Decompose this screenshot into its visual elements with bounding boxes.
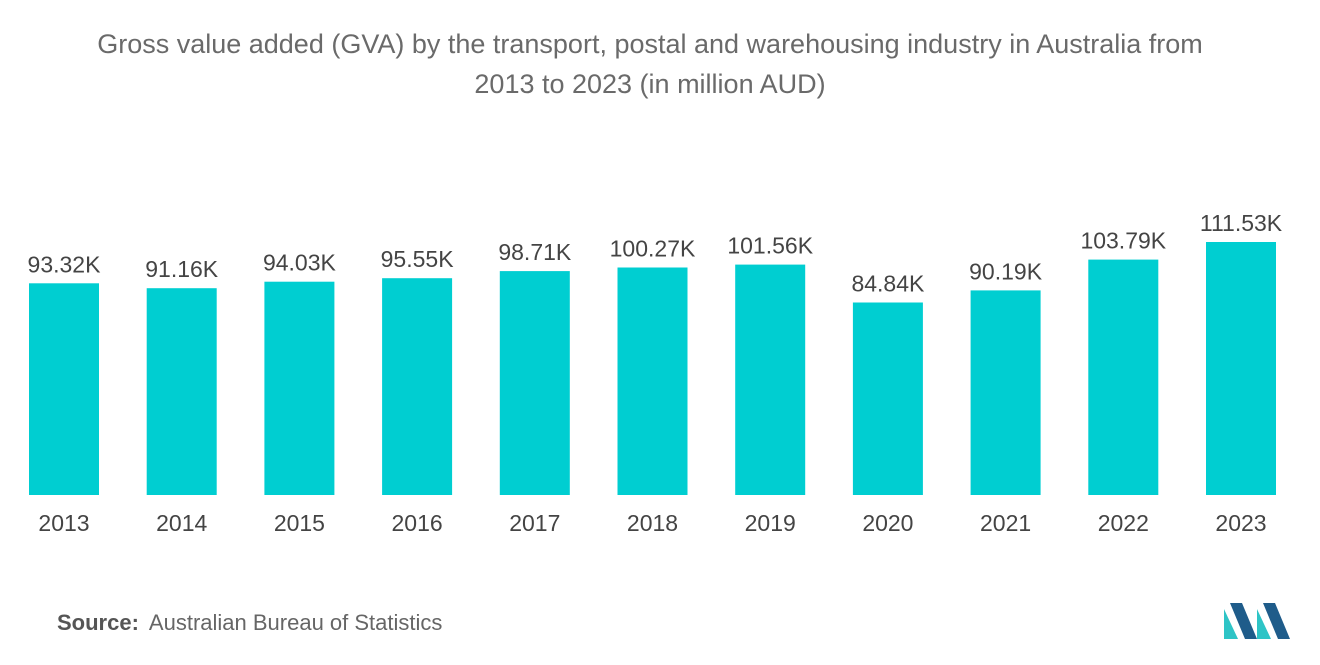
bar-2018: [617, 267, 688, 495]
x-tick-label-2019: 2019: [745, 510, 796, 536]
bar-2021: [970, 290, 1041, 495]
chart-title-line-2: 2013 to 2023 (in million AUD): [474, 69, 826, 99]
bar-chart: 93.32K 2013 91.16K 2014 94.03K 2015 95.55K 2016…: [28, 210, 1283, 536]
source-note: Source: Australian Bureau of Statistics: [57, 610, 442, 636]
x-tick-label-2018: 2018: [627, 510, 678, 536]
bar-2015: [264, 281, 335, 495]
mordor-intelligence-logo-icon: [1224, 603, 1290, 639]
data-label-2020: 84.84K: [851, 271, 925, 297]
data-label-2015: 94.03K: [263, 250, 337, 276]
x-tick-label-2023: 2023: [1215, 510, 1266, 536]
data-label-2023: 111.53K: [1200, 210, 1283, 236]
data-label-2013: 93.32K: [28, 251, 102, 277]
bar-2019: [735, 264, 806, 495]
data-label-2017: 98.71K: [498, 239, 572, 265]
x-tick-label-2014: 2014: [156, 510, 207, 536]
data-label-2016: 95.55K: [381, 246, 455, 272]
x-tick-label-2015: 2015: [274, 510, 325, 536]
data-label-2014: 91.16K: [145, 256, 219, 282]
bar-2020: [852, 302, 923, 495]
data-label-2022: 103.79K: [1080, 228, 1166, 254]
x-tick-label-2021: 2021: [980, 510, 1031, 536]
data-label-2019: 101.56K: [727, 233, 813, 259]
bar-2017: [499, 271, 570, 495]
x-tick-label-2017: 2017: [509, 510, 560, 536]
bar-2014: [146, 288, 217, 495]
x-tick-label-2013: 2013: [38, 510, 89, 536]
data-label-2018: 100.27K: [610, 236, 696, 262]
chart-title-line-1: Gross value added (GVA) by the transport…: [97, 29, 1203, 59]
bar-2013: [29, 283, 99, 495]
data-label-2021: 90.19K: [969, 258, 1043, 284]
x-tick-label-2022: 2022: [1098, 510, 1149, 536]
bar-2016: [382, 278, 453, 495]
bar-2022: [1088, 259, 1159, 495]
x-tick-label-2020: 2020: [862, 510, 913, 536]
source-text: Australian Bureau of Statistics: [148, 610, 443, 635]
x-tick-label-2016: 2016: [392, 510, 443, 536]
source-label: Source:: [57, 610, 139, 635]
chart-title: Gross value added (GVA) by the transport…: [0, 24, 1300, 104]
bar-2023: [1206, 242, 1276, 495]
